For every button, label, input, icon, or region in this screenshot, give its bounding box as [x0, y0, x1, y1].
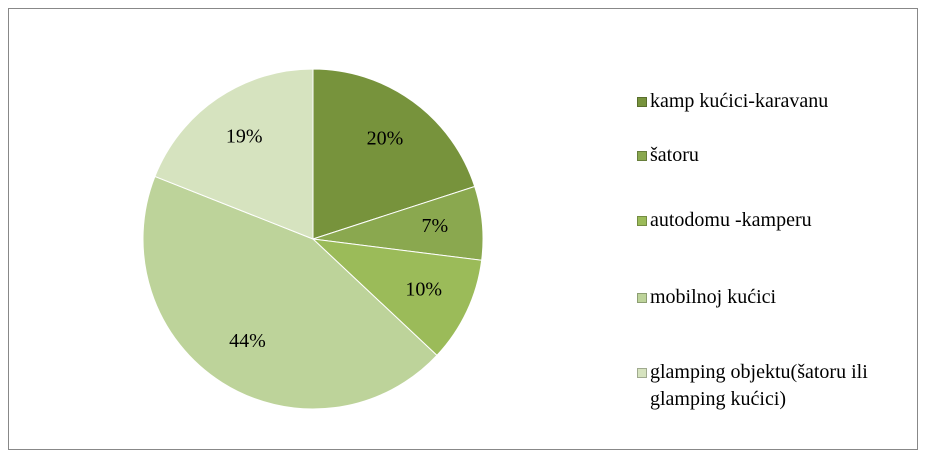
legend-item: šatoru — [637, 142, 875, 169]
pie-slice — [142, 175, 438, 410]
data-label: 10% — [405, 279, 442, 301]
data-label: 19% — [226, 125, 263, 147]
legend-item: autodomu -kamperu — [637, 207, 875, 234]
pie-slice — [312, 68, 476, 240]
legend-item: mobilnoj kućici — [637, 284, 875, 311]
legend-swatch — [637, 151, 647, 161]
legend-swatch — [637, 97, 647, 107]
legend-label: glamping objektu(šatoru ili glamping kuć… — [650, 361, 868, 410]
legend-item: kamp kućici-karavanu — [637, 88, 875, 115]
legend-label: kamp kućici-karavanu — [650, 90, 829, 112]
data-label: 7% — [422, 215, 449, 237]
legend-item: glamping objektu(šatoru ili glamping kuć… — [637, 359, 875, 413]
data-label: 44% — [229, 330, 266, 352]
legend-label: autodomu -kamperu — [650, 209, 812, 231]
pie-slice — [154, 68, 314, 240]
legend-label: šatoru — [650, 144, 699, 166]
legend-swatch — [637, 216, 647, 226]
legend-swatch — [637, 293, 647, 303]
data-label: 20% — [367, 128, 404, 150]
pie-slice — [311, 238, 483, 357]
legend-swatch — [637, 368, 647, 378]
legend-label: mobilnoj kućici — [650, 286, 777, 308]
